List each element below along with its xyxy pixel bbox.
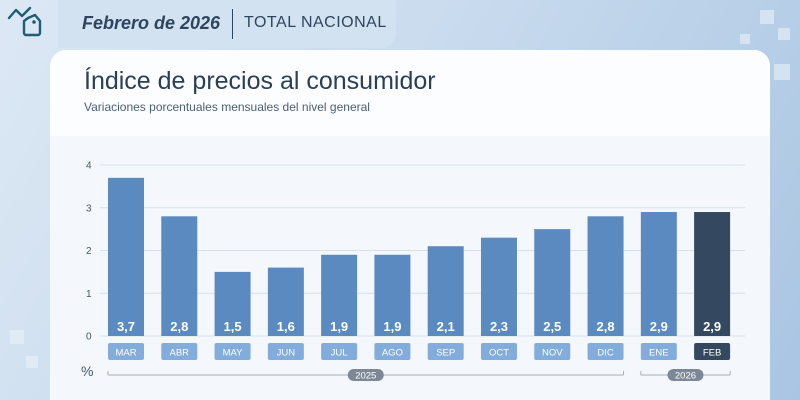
- x-tick-label: ABR: [170, 348, 190, 359]
- data-label: 2,3: [490, 319, 508, 334]
- category-box: [427, 343, 464, 360]
- x-tick-label: SEP: [436, 348, 455, 359]
- bar-dic: [587, 216, 624, 336]
- x-tick-label: AGO: [382, 348, 403, 359]
- pixel-decoration: [760, 10, 774, 24]
- header-bar: Febrero de 2026 TOTAL NACIONAL: [58, 0, 396, 48]
- data-label: 2,9: [650, 319, 668, 334]
- y-tick-label: 4: [86, 161, 92, 172]
- bar-nov: [534, 229, 571, 336]
- x-tick-label: NOV: [542, 348, 563, 359]
- header-divider: [232, 9, 233, 39]
- category-box: [480, 343, 517, 360]
- data-label: 2,5: [543, 319, 561, 334]
- bar-jul: [321, 254, 358, 336]
- price-tag-trend-icon: [7, 6, 42, 37]
- bar-ago: [374, 254, 411, 336]
- data-label: 2,9: [703, 319, 721, 334]
- chart-title: Índice de precios al consumidor: [84, 67, 436, 95]
- report-date: Febrero de 2026: [82, 13, 221, 33]
- report-scope: TOTAL NACIONAL: [244, 14, 387, 31]
- year-pill: [347, 369, 384, 381]
- category-box: [267, 343, 304, 360]
- category-box: [374, 343, 411, 360]
- x-tick-label: JUN: [277, 348, 296, 359]
- y-unit-label: %: [81, 363, 93, 379]
- category-box: [108, 343, 144, 360]
- pixel-decoration: [26, 356, 38, 368]
- pixel-decoration: [740, 34, 750, 44]
- x-tick-label: DIC: [597, 348, 614, 359]
- pixel-decoration: [10, 330, 24, 344]
- bar-feb: [694, 212, 731, 336]
- category-box: [534, 343, 571, 360]
- x-tick-label: ENE: [649, 348, 669, 359]
- year-label: 2025: [355, 371, 376, 382]
- x-tick-label: MAY: [223, 348, 244, 359]
- bar-may: [214, 271, 251, 336]
- x-tick-label: FEB: [703, 348, 721, 359]
- chart-subtitle: Variaciones porcentuales mensuales del n…: [84, 100, 370, 114]
- bar-ene: [640, 212, 677, 336]
- pixel-decoration: [774, 64, 790, 80]
- year-label: 2026: [675, 371, 696, 382]
- data-label: 2,8: [170, 319, 188, 334]
- pixel-decoration: [778, 28, 790, 40]
- bar-jun: [267, 267, 304, 336]
- data-label: 2,8: [597, 319, 615, 334]
- category-box: [640, 343, 677, 360]
- data-label: 3,7: [117, 319, 135, 334]
- x-tick-label: MAR: [115, 348, 136, 359]
- card-header: Índice de precios al consumidor Variacio…: [50, 50, 770, 136]
- x-tick-label: OCT: [489, 348, 509, 359]
- data-label: 2,1: [437, 319, 455, 334]
- year-pill: [667, 369, 704, 381]
- data-label: 1,5: [224, 319, 242, 334]
- category-box: [587, 343, 624, 360]
- category-box: [321, 343, 358, 360]
- bar-abr: [161, 216, 198, 336]
- data-label: 1,9: [330, 319, 348, 334]
- bar-sep: [427, 246, 464, 336]
- y-tick-label: 0: [86, 332, 92, 343]
- data-label: 1,9: [383, 319, 401, 334]
- data-label: 1,6: [277, 319, 295, 334]
- y-tick-label: 2: [86, 246, 92, 257]
- category-box: [214, 343, 251, 360]
- bar-mar: [108, 177, 144, 336]
- y-tick-label: 1: [86, 289, 92, 300]
- y-tick-label: 3: [86, 203, 92, 214]
- x-tick-label: JUL: [331, 348, 348, 359]
- bar-oct: [480, 237, 517, 336]
- category-box: [694, 343, 731, 360]
- category-box: [161, 343, 198, 360]
